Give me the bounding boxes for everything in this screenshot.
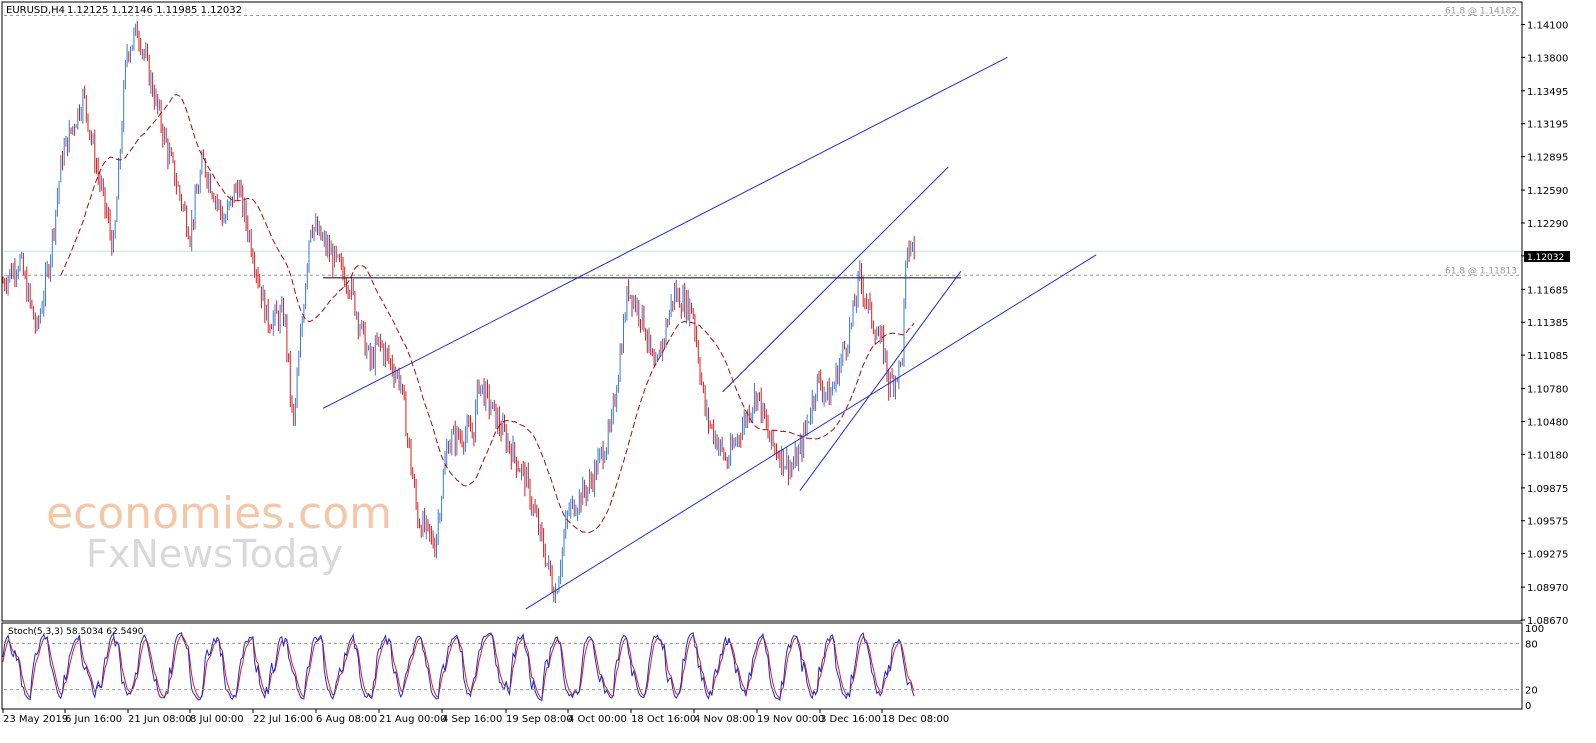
price-tick-label: 1.12590 xyxy=(1527,186,1568,197)
stochastic-lines xyxy=(2,632,915,702)
trendline xyxy=(799,270,962,491)
current-price-box xyxy=(1524,251,1570,262)
ma-path xyxy=(60,94,915,534)
price-axis: 1.14100 1.13800 1.13495 1.13195 1.12895 1.125… xyxy=(1521,20,1568,627)
time-tick-label: 4 Nov 08:00 xyxy=(694,714,755,725)
time-tick-label: 19 Nov 00:00 xyxy=(757,714,824,725)
ohlc-label: 1.12125 1.12146 1.11985 1.12032 xyxy=(67,5,242,16)
time-tick-label: 4 Oct 00:00 xyxy=(568,714,627,725)
stoch-scale-label: 0 xyxy=(1525,701,1531,712)
stochastic-axis: 100 80 20 0 xyxy=(4,624,1544,712)
price-tick-label: 1.13495 xyxy=(1527,87,1568,98)
stoch-scale-label: 20 xyxy=(1525,686,1538,697)
price-tick-label: 1.11385 xyxy=(1527,318,1568,329)
watermark-line2: FxNewsToday xyxy=(86,532,343,576)
price-tick-label: 1.09575 xyxy=(1527,517,1568,528)
time-tick-label: 6 Aug 08:00 xyxy=(316,714,377,725)
candles xyxy=(2,20,915,604)
indicator-panel-frame xyxy=(1,622,1523,710)
stoch-scale-label: 100 xyxy=(1525,624,1544,635)
stoch-scale-label: 80 xyxy=(1525,639,1538,650)
price-tick-label: 1.08670 xyxy=(1527,616,1568,627)
price-tick-label: 1.10480 xyxy=(1527,417,1568,428)
price-tick-label: 1.08970 xyxy=(1527,583,1568,594)
fib-level-label: 61.8 @ 1.11813 xyxy=(1445,266,1517,276)
symbol-label: EURUSD,H4 xyxy=(6,5,65,16)
price-tick-label: 1.12290 xyxy=(1527,219,1568,230)
stoch-signal-line xyxy=(2,633,915,700)
trendline xyxy=(722,166,949,393)
time-tick-label: 3 Dec 16:00 xyxy=(820,714,881,725)
time-tick-label: 6 Jun 16:00 xyxy=(65,714,122,725)
price-tick-label: 1.10180 xyxy=(1527,450,1568,461)
stoch-label: Stoch(5,3,3) 58.5034 62.5490 xyxy=(8,627,144,637)
trendline xyxy=(525,254,1097,610)
trendlines xyxy=(322,56,1097,610)
price-tick-label: 1.14100 xyxy=(1527,20,1568,31)
price-tick-label: 1.11085 xyxy=(1527,351,1568,362)
price-grid: 61.8 @ 1.14182 61.8 @ 1.11813 xyxy=(4,6,1521,276)
time-tick-label: 22 Jul 16:00 xyxy=(253,714,313,725)
price-tick-label: 1.09275 xyxy=(1527,550,1568,561)
price-tick-label: 1.09875 xyxy=(1527,484,1568,495)
moving-average xyxy=(60,94,915,534)
price-tick-label: 1.11685 xyxy=(1527,285,1568,296)
price-tick-label: 1.13195 xyxy=(1527,120,1568,131)
trendline xyxy=(322,56,1008,409)
price-panel-frame xyxy=(1,1,1523,622)
time-tick-label: 23 May 2019 xyxy=(3,714,68,725)
price-tick-label: 1.13800 xyxy=(1527,53,1568,64)
stoch-main-line xyxy=(2,632,915,702)
fib-level-label: 61.8 @ 1.14182 xyxy=(1445,6,1517,16)
time-tick-label: 18 Dec 08:00 xyxy=(882,714,949,725)
price-tick-label: 1.10780 xyxy=(1527,385,1568,396)
time-tick-label: 19 Sep 08:00 xyxy=(506,714,573,725)
time-tick-label: 21 Jun 08:00 xyxy=(128,714,192,725)
watermark-line1: economies.com xyxy=(46,488,392,539)
time-tick-label: 21 Aug 00:00 xyxy=(379,714,446,725)
time-tick-label: 8 Jul 00:00 xyxy=(190,714,244,725)
current-price-label: 1.12032 xyxy=(1527,253,1564,263)
time-tick-label: 18 Oct 16:00 xyxy=(631,714,696,725)
price-tick-label: 1.12895 xyxy=(1527,153,1568,164)
time-tick-label: 4 Sep 16:00 xyxy=(442,714,502,725)
